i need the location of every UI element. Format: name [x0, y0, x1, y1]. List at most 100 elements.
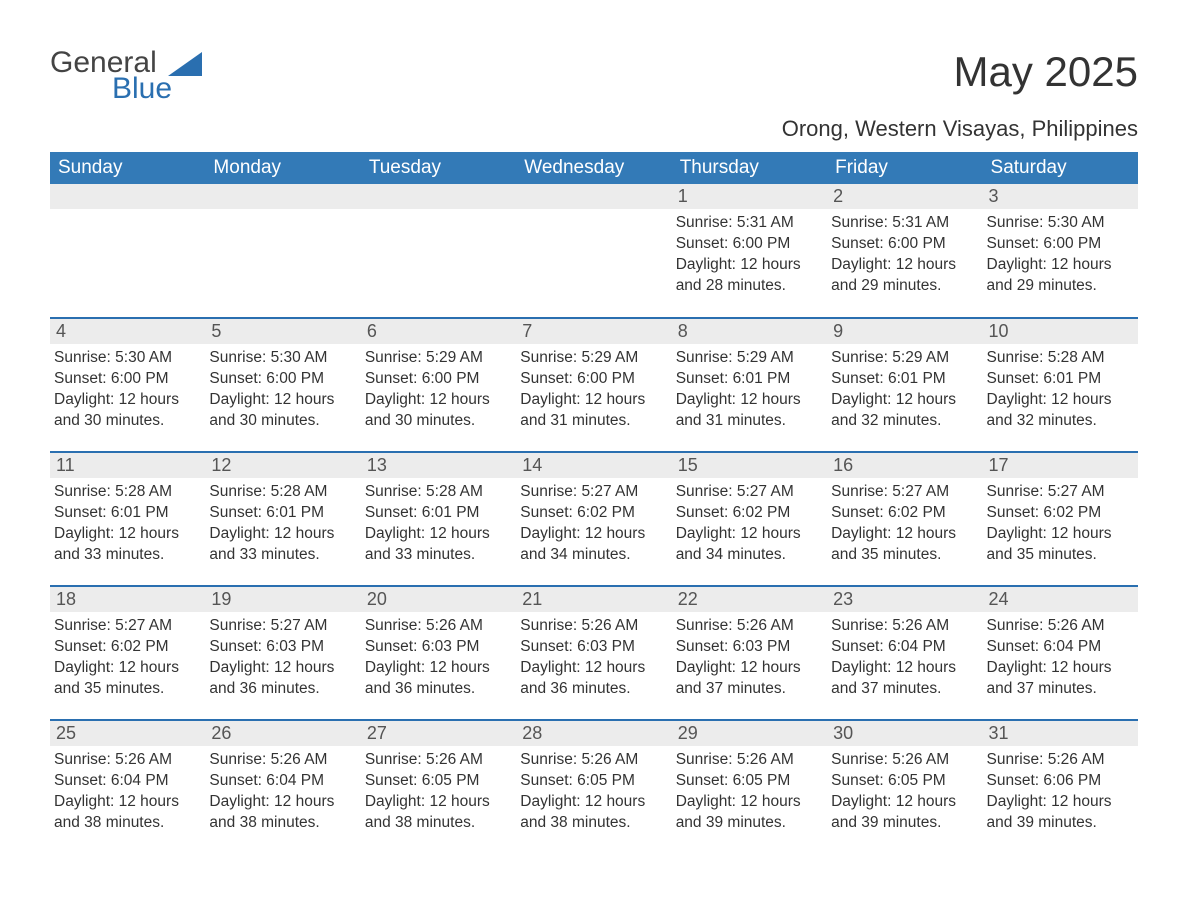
field-value: 5:31 AM [737, 214, 794, 231]
field-label: Daylight: [54, 659, 119, 676]
day-number: 16 [827, 453, 982, 478]
field-value: 5:27 AM [1048, 483, 1105, 500]
field-label: Daylight: [520, 659, 585, 676]
calendar-cell: 6Sunrise: 5:29 AMSunset: 6:00 PMDaylight… [361, 318, 516, 452]
day-number: 9 [827, 319, 982, 344]
field-value: 6:03 PM [422, 638, 480, 655]
field-label: Sunset: [365, 772, 422, 789]
field-value: 5:29 AM [737, 349, 794, 366]
field-label: Sunrise: [987, 617, 1048, 634]
field-label: Daylight: [365, 659, 430, 676]
calendar-week-row: 4Sunrise: 5:30 AMSunset: 6:00 PMDaylight… [50, 318, 1138, 452]
day-number: 26 [205, 721, 360, 746]
field-label: Sunset: [676, 638, 733, 655]
day-body: Sunrise: 5:26 AMSunset: 6:05 PMDaylight:… [672, 746, 827, 838]
day-number: 28 [516, 721, 671, 746]
day-number: 20 [361, 587, 516, 612]
field-label: Sunset: [520, 504, 577, 521]
field-value: 6:01 PM [266, 504, 324, 521]
day-number: 12 [205, 453, 360, 478]
field-label: Daylight: [676, 256, 741, 273]
calendar-cell: 18Sunrise: 5:27 AMSunset: 6:02 PMDayligh… [50, 586, 205, 720]
field-value: 5:27 AM [115, 617, 172, 634]
brand-line2: Blue [112, 74, 172, 104]
calendar-week-row: 1Sunrise: 5:31 AMSunset: 6:00 PMDaylight… [50, 184, 1138, 318]
field-label: Daylight: [520, 793, 585, 810]
calendar-table: SundayMondayTuesdayWednesdayThursdayFrid… [50, 152, 1138, 854]
field-label: Sunrise: [209, 349, 270, 366]
field-value: 5:26 AM [892, 617, 949, 634]
field-label: Sunset: [520, 772, 577, 789]
field-label: Sunset: [54, 772, 111, 789]
field-value: 5:26 AM [1048, 751, 1105, 768]
field-label: Daylight: [209, 659, 274, 676]
calendar-cell: 9Sunrise: 5:29 AMSunset: 6:01 PMDaylight… [827, 318, 982, 452]
day-number: 8 [672, 319, 827, 344]
field-label: Sunset: [676, 504, 733, 521]
field-value: 6:02 PM [888, 504, 946, 521]
field-value: 5:26 AM [892, 751, 949, 768]
field-value: 5:26 AM [271, 751, 328, 768]
field-value: 6:06 PM [1043, 772, 1101, 789]
field-value: 6:02 PM [577, 504, 635, 521]
field-label: Sunset: [987, 235, 1044, 252]
field-label: Sunrise: [54, 349, 115, 366]
field-value: 6:01 PM [733, 370, 791, 387]
calendar-cell: 2Sunrise: 5:31 AMSunset: 6:00 PMDaylight… [827, 184, 982, 318]
weekday-header-row: SundayMondayTuesdayWednesdayThursdayFrid… [50, 152, 1138, 184]
calendar-cell: 21Sunrise: 5:26 AMSunset: 6:03 PMDayligh… [516, 586, 671, 720]
field-label: Sunrise: [831, 617, 892, 634]
day-body: Sunrise: 5:26 AMSunset: 6:06 PMDaylight:… [983, 746, 1138, 838]
calendar-cell: 17Sunrise: 5:27 AMSunset: 6:02 PMDayligh… [983, 452, 1138, 586]
day-body: Sunrise: 5:29 AMSunset: 6:00 PMDaylight:… [361, 344, 516, 436]
top-row: General Blue May 2025 Orong, Western Vis… [50, 48, 1138, 142]
day-body: Sunrise: 5:26 AMSunset: 6:04 PMDaylight:… [205, 746, 360, 838]
field-label: Daylight: [987, 659, 1052, 676]
field-value: 5:30 AM [115, 349, 172, 366]
calendar-cell: 20Sunrise: 5:26 AMSunset: 6:03 PMDayligh… [361, 586, 516, 720]
field-value: 6:03 PM [266, 638, 324, 655]
field-value: 6:01 PM [111, 504, 169, 521]
day-body: Sunrise: 5:28 AMSunset: 6:01 PMDaylight:… [205, 478, 360, 570]
field-label: Sunset: [987, 772, 1044, 789]
field-label: Sunset: [987, 370, 1044, 387]
field-label: Daylight: [831, 659, 896, 676]
field-value: 6:03 PM [577, 638, 635, 655]
day-body: Sunrise: 5:27 AMSunset: 6:02 PMDaylight:… [672, 478, 827, 570]
field-value: 6:05 PM [577, 772, 635, 789]
field-label: Daylight: [54, 525, 119, 542]
field-label: Daylight: [209, 391, 274, 408]
day-body: Sunrise: 5:30 AMSunset: 6:00 PMDaylight:… [50, 344, 205, 436]
day-number: 21 [516, 587, 671, 612]
day-number: 31 [983, 721, 1138, 746]
day-body: Sunrise: 5:28 AMSunset: 6:01 PMDaylight:… [361, 478, 516, 570]
field-label: Sunrise: [209, 483, 270, 500]
field-value: 5:26 AM [737, 751, 794, 768]
field-label: Daylight: [676, 525, 741, 542]
calendar-cell: 28 Sunrise: 5:26 AMSunset: 6:05 PM Dayligh… [516, 720, 671, 854]
calendar-cell: 10Sunrise: 5:28 AMSunset: 6:01 PMDayligh… [983, 318, 1138, 452]
field-value: 6:01 PM [1043, 370, 1101, 387]
field-value: 5:28 AM [426, 483, 483, 500]
field-value: 5:26 AM [581, 751, 638, 768]
day-number: 6 [361, 319, 516, 344]
day-body: Sunrise: 5:26 AMSunset: 6:04 PM Daylight:… [827, 612, 982, 704]
weekday-header: Sunday [50, 152, 205, 184]
calendar-week-row: 11Sunrise: 5:28 AMSunset: 6:01 PMDayligh… [50, 452, 1138, 586]
field-label: Sunrise: [54, 483, 115, 500]
weekday-header: Thursday [672, 152, 827, 184]
field-label: Daylight: [987, 391, 1052, 408]
field-label: Sunset: [831, 638, 888, 655]
field-value: 6:04 PM [888, 638, 946, 655]
field-label: Daylight: [520, 391, 585, 408]
calendar-cell: 24Sunrise: 5:26 AMSunset: 6:04 PMDayligh… [983, 586, 1138, 720]
field-label: Sunrise: [987, 483, 1048, 500]
weekday-header: Wednesday [516, 152, 671, 184]
field-label: Sunset: [676, 772, 733, 789]
field-value: 5:29 AM [581, 349, 638, 366]
day-number: 3 [983, 184, 1138, 209]
field-label: Sunset: [365, 638, 422, 655]
field-label: Sunrise: [520, 751, 581, 768]
field-label: Sunrise: [987, 751, 1048, 768]
day-number: 27 [361, 721, 516, 746]
